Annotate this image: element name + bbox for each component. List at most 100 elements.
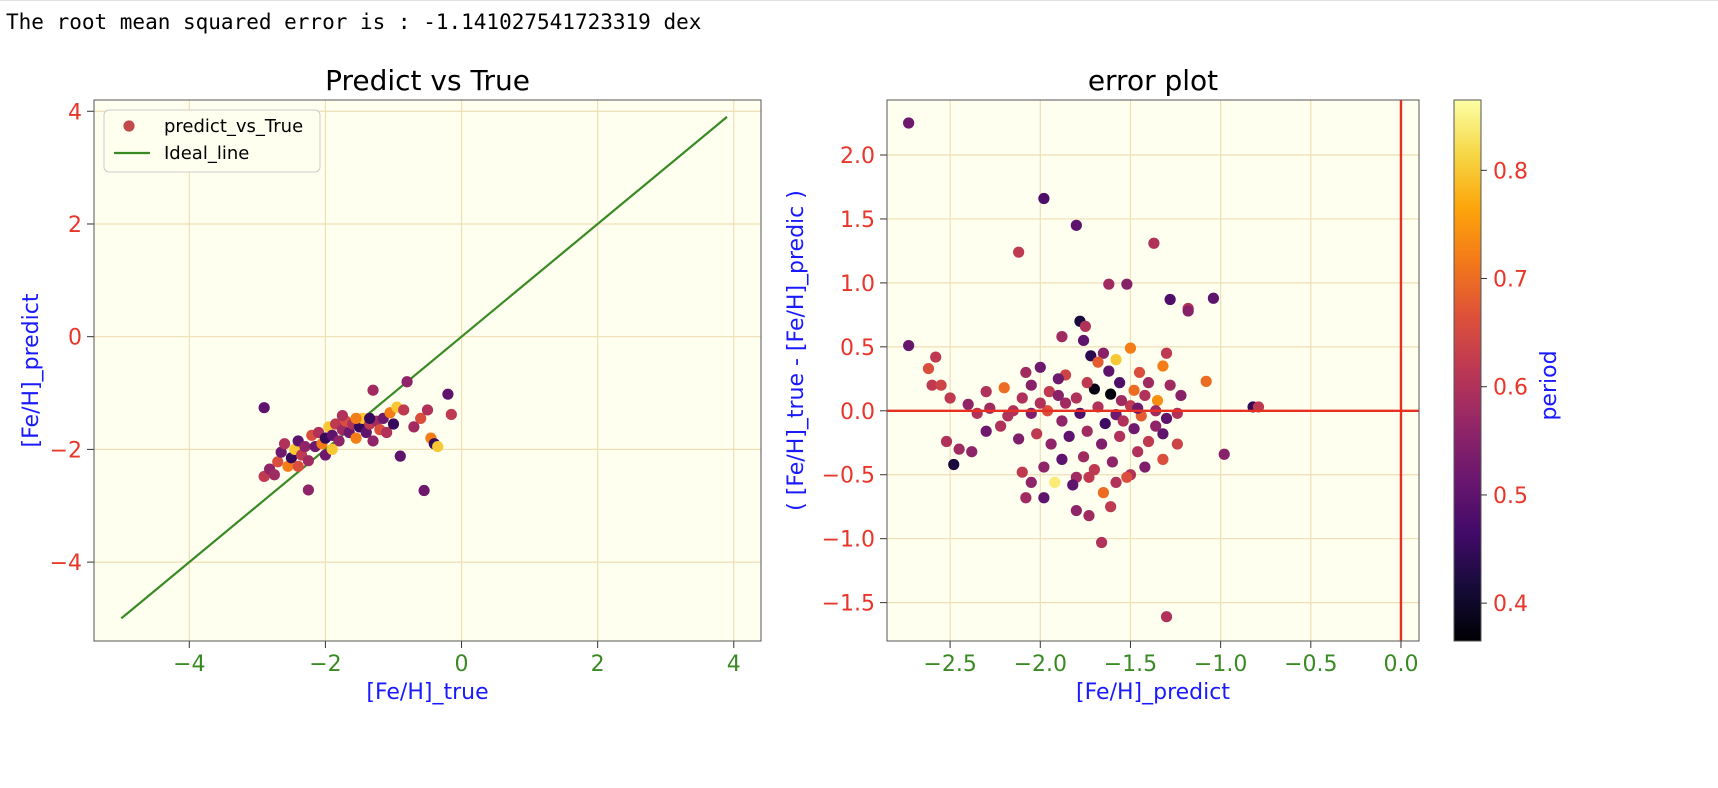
predict-vs-true-point [350, 412, 362, 425]
predict-vs-true-point [302, 455, 314, 467]
error-plot-point [1139, 389, 1151, 402]
error-plot-y-axis-label: ( [Fe/H]_true - [Fe/H]_predic ) [784, 190, 809, 511]
predict-vs-true-y-tick-label: 4 [68, 100, 82, 125]
error-plot-point [1218, 448, 1230, 460]
predict-vs-true-point [432, 440, 444, 453]
error-plot-y-tick-label: 0.5 [840, 336, 875, 361]
error-plot-point [944, 392, 956, 404]
error-plot-point [1151, 394, 1164, 407]
error-plot-point [1077, 334, 1090, 347]
error-plot-point [1096, 438, 1108, 450]
error-plot-point [1020, 492, 1032, 504]
error-plot-y-tick-label: −0.5 [822, 464, 875, 489]
predict-vs-true-point [268, 469, 280, 481]
error-plot-point [1088, 383, 1100, 395]
error-plot-point [1067, 479, 1079, 491]
error-plot-point [1115, 394, 1128, 407]
predict-vs-true-x-tick-label: −4 [173, 652, 205, 677]
error-plot-point [1077, 451, 1090, 463]
error-plot-point [1034, 397, 1046, 409]
error-plot-point [1083, 510, 1095, 522]
error-plot-point [1164, 293, 1176, 306]
error-plot-point [1139, 461, 1151, 473]
error-plot-point [1133, 366, 1146, 379]
error-plot-x-tick-label: −1.5 [1104, 652, 1157, 677]
error-plot-point [1052, 373, 1064, 385]
error-plot-point [1160, 611, 1173, 623]
error-plot-point [1103, 365, 1115, 377]
predict-vs-true-y-tick-label: −4 [50, 551, 82, 576]
error-plot-point [1157, 428, 1169, 440]
error-plot-point [1142, 435, 1155, 448]
error-plot-point [980, 425, 992, 437]
predict-vs-true-point [401, 376, 413, 388]
predict-vs-true-point [272, 456, 284, 468]
predict-vs-true-point [418, 484, 430, 497]
error-plot-point [1013, 433, 1025, 445]
predict-vs-true-point [445, 408, 457, 421]
error-plot-point [1157, 453, 1169, 465]
error-plot-point [962, 398, 974, 410]
error-plot-point [1182, 305, 1194, 317]
predict-vs-true-point [364, 412, 376, 425]
predict-vs-true-x-tick-label: −2 [309, 652, 341, 677]
colorbar-tick-label: 0.6 [1493, 376, 1528, 401]
error-plot-point [1038, 192, 1050, 205]
error-plot-point [1056, 415, 1068, 427]
predict-vs-true-point [442, 388, 454, 400]
error-plot-point [1099, 417, 1111, 430]
error-plot-y-tick-label: −1.0 [822, 528, 875, 553]
error-plot-marks [887, 100, 1419, 641]
predict-vs-true-point [360, 426, 372, 439]
predict-vs-true-point [387, 418, 400, 430]
error-plot-point [1142, 377, 1155, 389]
predict-vs-true-point [398, 404, 410, 416]
predict-vs-true-y-axis-label: [Fe/H]_predict [19, 293, 44, 447]
predict-vs-true-y-tick-label: 0 [68, 326, 82, 351]
error-plot-point [926, 379, 938, 391]
legend-marker-icon [123, 120, 135, 132]
rmse-output-text: The root mean squared error is : -1.1410… [6, 10, 702, 34]
colorbar [1453, 99, 1482, 642]
error-plot-point [903, 117, 915, 129]
error-plot-point [1128, 423, 1140, 435]
error-plot-point [1056, 453, 1068, 465]
error-plot-point [1070, 392, 1082, 404]
error-plot-point [1081, 377, 1093, 389]
predict-vs-true-point [350, 432, 362, 444]
error-plot-point [1063, 430, 1075, 442]
error-plot-point [1132, 446, 1144, 458]
error-plot-point [980, 386, 992, 398]
error-plot-point [1038, 492, 1050, 504]
error-plot-x-tick-label: 0.0 [1383, 652, 1418, 677]
error-plot-point [1124, 342, 1137, 354]
error-plot-point [1059, 397, 1072, 409]
error-plot-x-tick-label: −0.5 [1284, 652, 1337, 677]
predict-vs-true-point [285, 452, 297, 464]
error-plot-point [1207, 292, 1220, 304]
error-plot-point [1052, 389, 1064, 402]
error-plot-point [1148, 237, 1160, 249]
error-plot-y-tick-label: 1.0 [840, 272, 875, 297]
error-plot-point [1025, 476, 1037, 489]
error-plot-point [1121, 278, 1133, 290]
error-plot-point [1114, 430, 1126, 442]
error-plot-point [1056, 331, 1068, 343]
error-plot-point [1020, 366, 1032, 379]
error-plot-point [1002, 410, 1014, 422]
predict-vs-true-plot-area [94, 100, 761, 641]
error-plot-point [1074, 407, 1086, 419]
predict-vs-true-point [275, 446, 287, 458]
error-plot-point [1117, 415, 1129, 427]
error-plot-point [1016, 392, 1028, 404]
predict-vs-true-point [292, 460, 304, 472]
error-plot-title: error plot [1088, 64, 1218, 97]
error-plot-point [948, 458, 960, 471]
error-plot-point [984, 402, 996, 414]
error-plot-point [1200, 375, 1212, 387]
error-plot-point [953, 443, 965, 455]
error-plot-point [1121, 471, 1133, 483]
error-plot-point [995, 420, 1007, 432]
error-plot-y-tick-label: 0.0 [840, 400, 875, 425]
